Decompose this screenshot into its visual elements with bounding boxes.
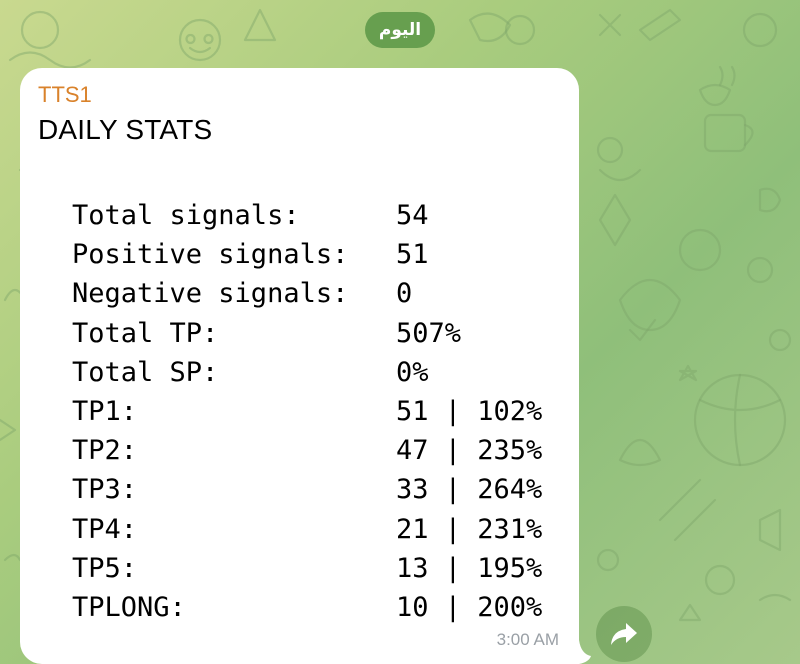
stat-row: TP1: 51 | 102% <box>72 392 542 431</box>
stat-label: Positive signals: <box>72 239 349 271</box>
stat-label: TP4: <box>72 513 138 545</box>
stat-value: 47 | 235% <box>396 435 543 467</box>
stat-value: 51 | 102% <box>396 395 543 427</box>
stat-value: 54 <box>396 200 429 231</box>
stat-value: 507% <box>396 317 462 349</box>
stat-value: 21 | 231% <box>396 513 543 545</box>
share-button[interactable] <box>596 606 652 662</box>
stat-row: Total signals: 54 <box>72 196 542 235</box>
stat-row: Negative signals: 0 <box>72 274 542 313</box>
stat-row: Total TP: 507% <box>72 314 542 353</box>
stat-value: 13 | 195% <box>396 552 543 584</box>
stat-row: Total SP: 0% <box>72 353 542 392</box>
stat-row: Positive signals: 51 <box>72 235 542 274</box>
bubble-tail <box>575 640 591 664</box>
stat-label: Total signals: <box>72 200 300 231</box>
message-bubble[interactable]: TTS1 DAILY STATS Total signals: 54 Posit… <box>20 68 579 664</box>
stats-block: Total signals: 54 Positive signals: 51 N… <box>72 196 542 627</box>
stat-row: TP3: 33 | 264% <box>72 470 542 509</box>
stat-label: Negative signals: <box>72 278 349 310</box>
stat-value: 51 <box>396 239 429 271</box>
sender-name[interactable]: TTS1 <box>38 82 92 107</box>
date-separator-pill: اليوم <box>365 12 435 48</box>
stat-value: 0% <box>396 356 429 388</box>
message-timestamp: 3:00 AM <box>496 630 559 649</box>
stat-label: TP3: <box>72 474 138 506</box>
stat-value: 33 | 264% <box>396 474 543 506</box>
stat-label: TPLONG: <box>72 591 186 623</box>
stat-row: TP5: 13 | 195% <box>72 549 542 588</box>
stat-row: TP4: 21 | 231% <box>72 510 542 549</box>
stat-label: TP1: <box>72 395 138 427</box>
stat-value: 10 | 200% <box>396 591 543 623</box>
stat-label: TP5: <box>72 552 138 584</box>
stat-label: Total SP: <box>72 356 219 388</box>
stat-label: TP2: <box>72 435 138 467</box>
stat-value: 0 <box>396 278 413 310</box>
stat-label: Total TP: <box>72 317 219 349</box>
stat-row: TP2: 47 | 235% <box>72 431 542 470</box>
message-title: DAILY STATS <box>38 114 213 145</box>
share-arrow-icon <box>611 623 637 645</box>
stat-row: TPLONG: 10 | 200% <box>72 588 542 627</box>
